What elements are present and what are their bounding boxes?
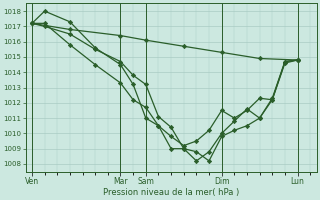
- X-axis label: Pression niveau de la mer( hPa ): Pression niveau de la mer( hPa ): [103, 188, 239, 197]
